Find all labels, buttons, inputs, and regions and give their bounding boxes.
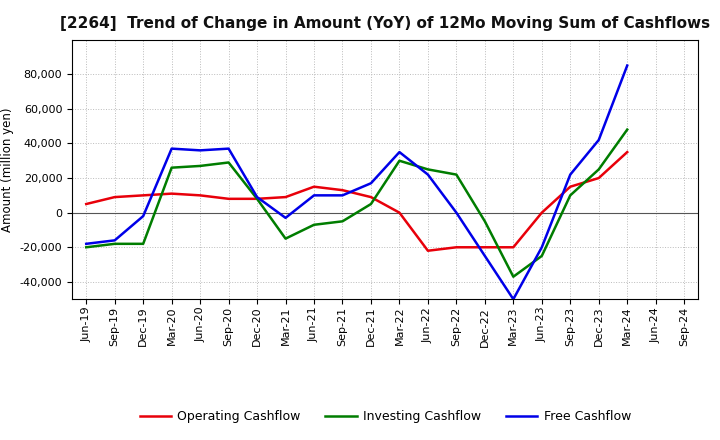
- Operating Cashflow: [452, 245, 461, 250]
- Line: Free Cashflow: Free Cashflow: [86, 66, 627, 299]
- Operating Cashflow: [480, 245, 489, 250]
- Investing Cashflow: [139, 241, 148, 246]
- Investing Cashflow: [310, 222, 318, 227]
- Operating Cashflow: [338, 187, 347, 193]
- Operating Cashflow: [110, 194, 119, 200]
- Investing Cashflow: [480, 219, 489, 224]
- Free Cashflow: [110, 238, 119, 243]
- Investing Cashflow: [623, 127, 631, 132]
- Operating Cashflow: [282, 194, 290, 200]
- Operating Cashflow: [225, 196, 233, 202]
- Free Cashflow: [167, 146, 176, 151]
- Investing Cashflow: [595, 167, 603, 172]
- Operating Cashflow: [537, 210, 546, 215]
- Free Cashflow: [139, 213, 148, 219]
- Operating Cashflow: [566, 184, 575, 189]
- Free Cashflow: [423, 172, 432, 177]
- Operating Cashflow: [82, 202, 91, 207]
- Free Cashflow: [225, 146, 233, 151]
- Free Cashflow: [310, 193, 318, 198]
- Line: Operating Cashflow: Operating Cashflow: [86, 152, 627, 251]
- Operating Cashflow: [167, 191, 176, 196]
- Operating Cashflow: [196, 193, 204, 198]
- Investing Cashflow: [509, 274, 518, 279]
- Investing Cashflow: [167, 165, 176, 170]
- Operating Cashflow: [423, 248, 432, 253]
- Free Cashflow: [509, 297, 518, 302]
- Investing Cashflow: [225, 160, 233, 165]
- Free Cashflow: [623, 63, 631, 68]
- Investing Cashflow: [110, 241, 119, 246]
- Investing Cashflow: [537, 253, 546, 259]
- Free Cashflow: [480, 253, 489, 259]
- Investing Cashflow: [196, 163, 204, 169]
- Investing Cashflow: [366, 202, 375, 207]
- Investing Cashflow: [452, 172, 461, 177]
- Free Cashflow: [82, 241, 91, 246]
- Operating Cashflow: [595, 176, 603, 181]
- Investing Cashflow: [395, 158, 404, 163]
- Investing Cashflow: [282, 236, 290, 241]
- Operating Cashflow: [509, 245, 518, 250]
- Free Cashflow: [282, 215, 290, 220]
- Investing Cashflow: [423, 167, 432, 172]
- Operating Cashflow: [139, 193, 148, 198]
- Investing Cashflow: [338, 219, 347, 224]
- Operating Cashflow: [253, 196, 261, 202]
- Investing Cashflow: [253, 196, 261, 202]
- Free Cashflow: [566, 172, 575, 177]
- Operating Cashflow: [310, 184, 318, 189]
- Investing Cashflow: [82, 245, 91, 250]
- Free Cashflow: [452, 210, 461, 215]
- Free Cashflow: [537, 245, 546, 250]
- Free Cashflow: [338, 193, 347, 198]
- Operating Cashflow: [395, 210, 404, 215]
- Title: [2264]  Trend of Change in Amount (YoY) of 12Mo Moving Sum of Cashflows: [2264] Trend of Change in Amount (YoY) o…: [60, 16, 710, 32]
- Free Cashflow: [595, 137, 603, 143]
- Free Cashflow: [253, 194, 261, 200]
- Investing Cashflow: [566, 193, 575, 198]
- Free Cashflow: [395, 150, 404, 155]
- Y-axis label: Amount (million yen): Amount (million yen): [1, 107, 14, 231]
- Free Cashflow: [366, 180, 375, 186]
- Legend: Operating Cashflow, Investing Cashflow, Free Cashflow: Operating Cashflow, Investing Cashflow, …: [135, 405, 636, 428]
- Line: Investing Cashflow: Investing Cashflow: [86, 130, 627, 277]
- Free Cashflow: [196, 148, 204, 153]
- Operating Cashflow: [623, 150, 631, 155]
- Operating Cashflow: [366, 194, 375, 200]
